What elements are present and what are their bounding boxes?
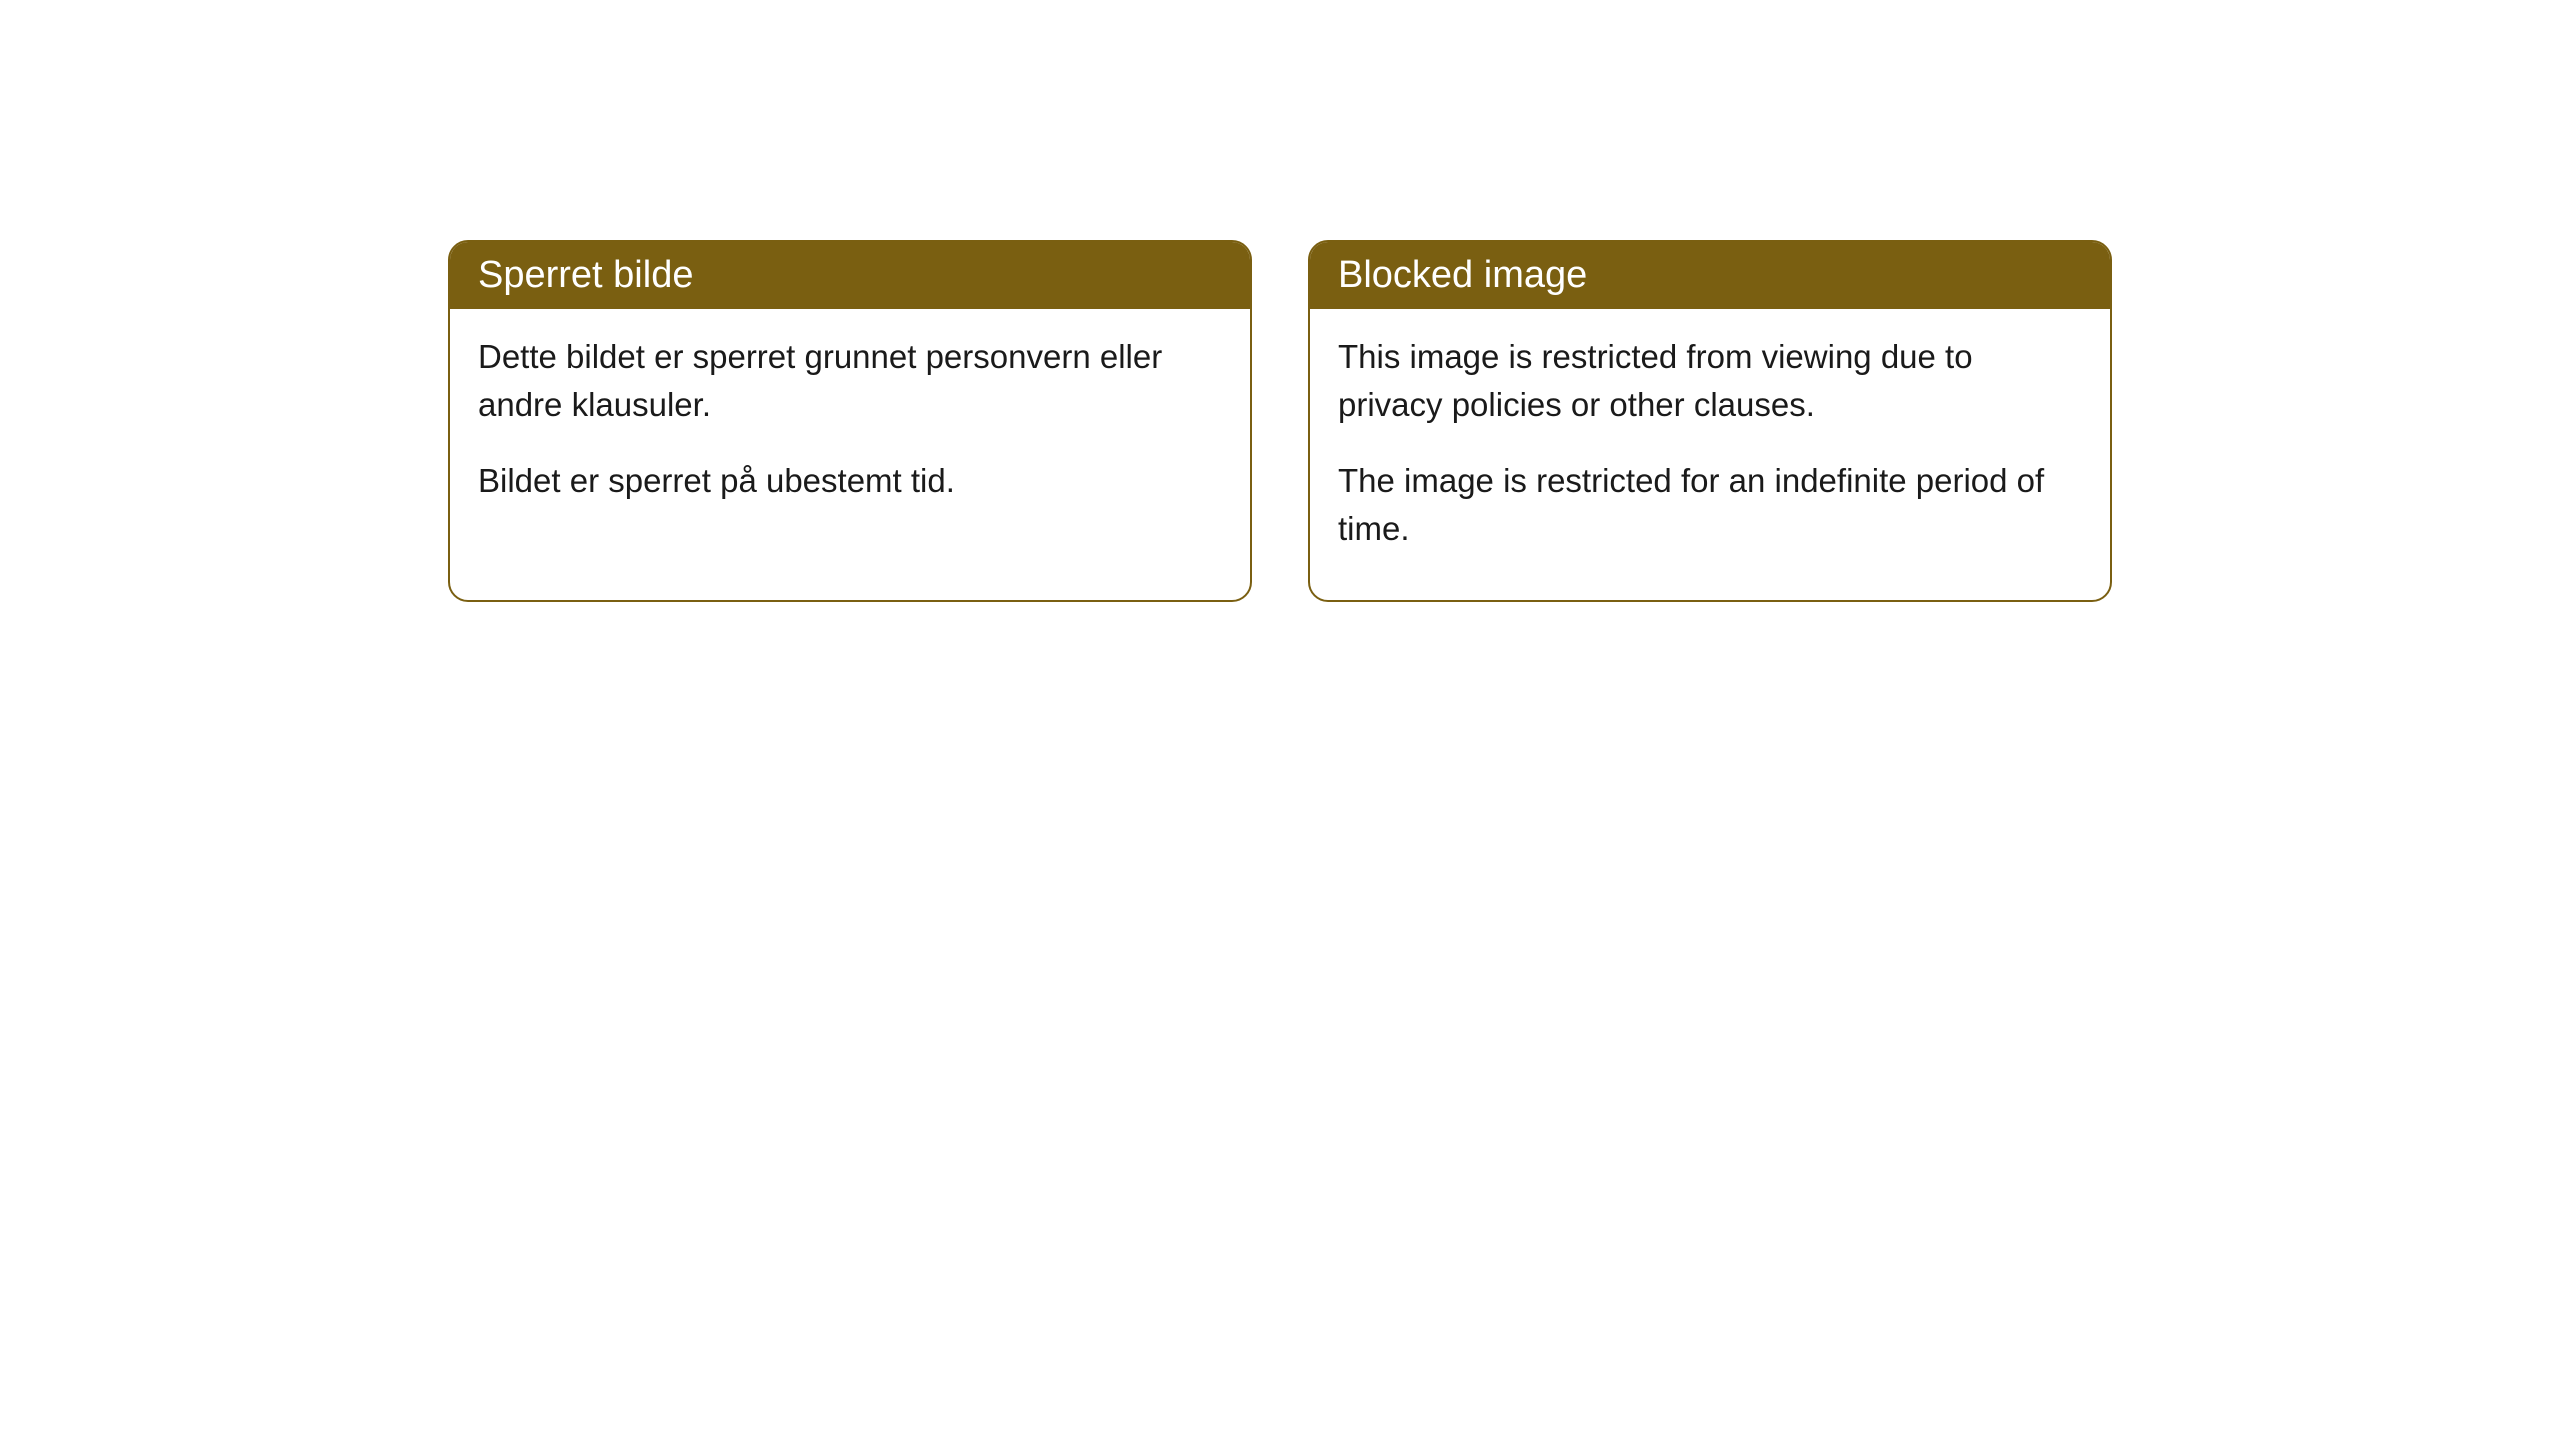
card-body: This image is restricted from viewing du… [1310, 309, 2110, 600]
card-header: Blocked image [1310, 242, 2110, 309]
notice-cards-container: Sperret bilde Dette bildet er sperret gr… [448, 240, 2112, 602]
card-paragraph: Bildet er sperret på ubestemt tid. [478, 457, 1222, 505]
card-title: Sperret bilde [478, 254, 693, 296]
notice-card-english: Blocked image This image is restricted f… [1308, 240, 2112, 602]
notice-card-norwegian: Sperret bilde Dette bildet er sperret gr… [448, 240, 1252, 602]
card-paragraph: This image is restricted from viewing du… [1338, 333, 2082, 429]
card-paragraph: Dette bildet er sperret grunnet personve… [478, 333, 1222, 429]
card-paragraph: The image is restricted for an indefinit… [1338, 457, 2082, 553]
card-title: Blocked image [1338, 254, 1587, 296]
card-body: Dette bildet er sperret grunnet personve… [450, 309, 1250, 553]
card-header: Sperret bilde [450, 242, 1250, 309]
